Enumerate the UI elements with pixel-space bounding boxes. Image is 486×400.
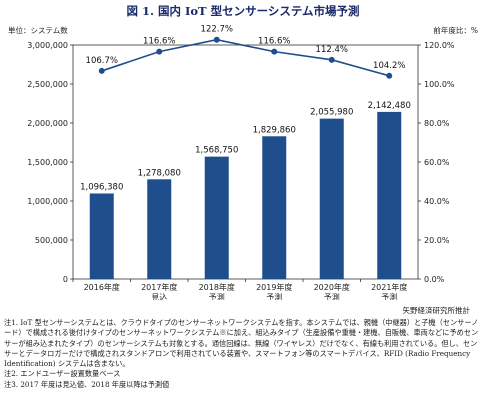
right-tick-label: 80.0% [424,119,450,128]
category-label: 2016年度 [84,282,120,292]
bar [377,111,402,279]
growth-point [271,48,278,55]
growth-line-series [98,36,393,79]
source-credit: 矢野経済研究所推計 [402,306,471,315]
right-tick-label: 120.0% [424,41,455,50]
bar-data-labels: 1,096,380 1,278,080 1,568,750 1,829,860 2,05… [80,101,411,193]
growth-value-label: 116.6% [143,37,175,47]
bar [262,136,287,279]
category-label: 予測 [209,292,225,300]
plot-border [72,44,419,280]
left-axis-ticks: 0 500,000 1,000,000 1,500,000 2,000,000 2,500… [27,41,73,284]
plot-frame [72,44,419,280]
growth-value-label: 104.2% [373,61,405,71]
bar-value-label: 2,055,980 [310,108,353,118]
left-tick-label: 2,000,000 [27,119,68,128]
bar-value-label: 1,096,380 [80,182,123,192]
right-tick-label: 100.0% [424,80,455,89]
left-tick-label: 1,000,000 [27,197,68,206]
category-label: 2017年度 [141,282,177,292]
growth-value-label: 106.7% [86,56,118,66]
chart-title: 図 1. 国内 IoT 型センサーシステム市場予測 [126,4,360,18]
bar-value-label: 1,278,080 [138,168,181,178]
growth-point [328,56,335,63]
right-tick-label: 0.0% [424,275,445,284]
category-label: 予測 [381,292,397,300]
category-label: 2019年度 [256,282,292,292]
growth-data-labels: 106.7% 116.6% 122.7% 116.6% 112.4% 104.2% [86,25,406,71]
bar [89,193,114,279]
bar [147,179,172,279]
bar-value-label: 2,142,480 [368,101,411,111]
right-axis-ticks: 0.0% 20.0% 40.0% 60.0% 80.0% 100.0% 120.0% [418,41,455,284]
right-axis-unit-label: 前年度比：% [433,25,478,35]
growth-value-label: 122.7% [201,25,233,35]
category-label: 予測 [324,292,340,300]
growth-point [213,36,220,43]
category-label: 2018年度 [199,282,235,292]
category-label: 予測 [266,292,282,300]
growth-point [156,48,163,55]
bar-value-label: 1,568,750 [195,146,238,156]
category-label: 2020年度 [314,282,350,292]
left-tick-label: 2,500,000 [27,80,68,89]
left-tick-label: 0 [63,275,68,284]
footnote-3: 注3. 2017 年度は見込値、2018 年度以降は予測値 [4,379,170,389]
right-tick-label: 40.0% [424,197,450,206]
footnote-2: 注2. エンドユーザー設置数量ベース [4,369,121,379]
iot-sensor-market-chart: 0 500,000 1,000,000 1,500,000 2,000,000 2,500… [8,25,478,300]
bar-series [89,111,402,279]
bar [204,156,229,279]
growth-value-label: 116.6% [258,37,290,47]
bar-value-label: 1,829,860 [253,125,296,135]
right-tick-label: 60.0% [424,158,450,167]
category-label: 2021年度 [371,282,407,292]
growth-point [98,67,105,74]
growth-value-label: 112.4% [316,45,348,55]
left-tick-label: 1,500,000 [27,158,68,167]
growth-line [101,38,390,77]
growth-point [386,72,393,79]
footnotes: 注1. IoT 型センサーシステムとは、クラウドタイプのセンサーネットワークシス… [4,318,482,390]
left-tick-label: 3,000,000 [27,41,68,50]
footnote-1: 注1. IoT 型センサーシステムとは、クラウドタイプのセンサーネットワークシス… [4,318,479,369]
category-label: 見込 [151,293,167,300]
category-axis-labels: 2016年度 2017年度見込2018年度予測2019年度予測2020年度予測20… [72,279,407,300]
right-tick-label: 20.0% [424,236,450,245]
left-tick-label: 500,000 [35,236,68,245]
left-axis-unit-label: 単位：システム数 [8,25,68,35]
bar [319,118,344,279]
